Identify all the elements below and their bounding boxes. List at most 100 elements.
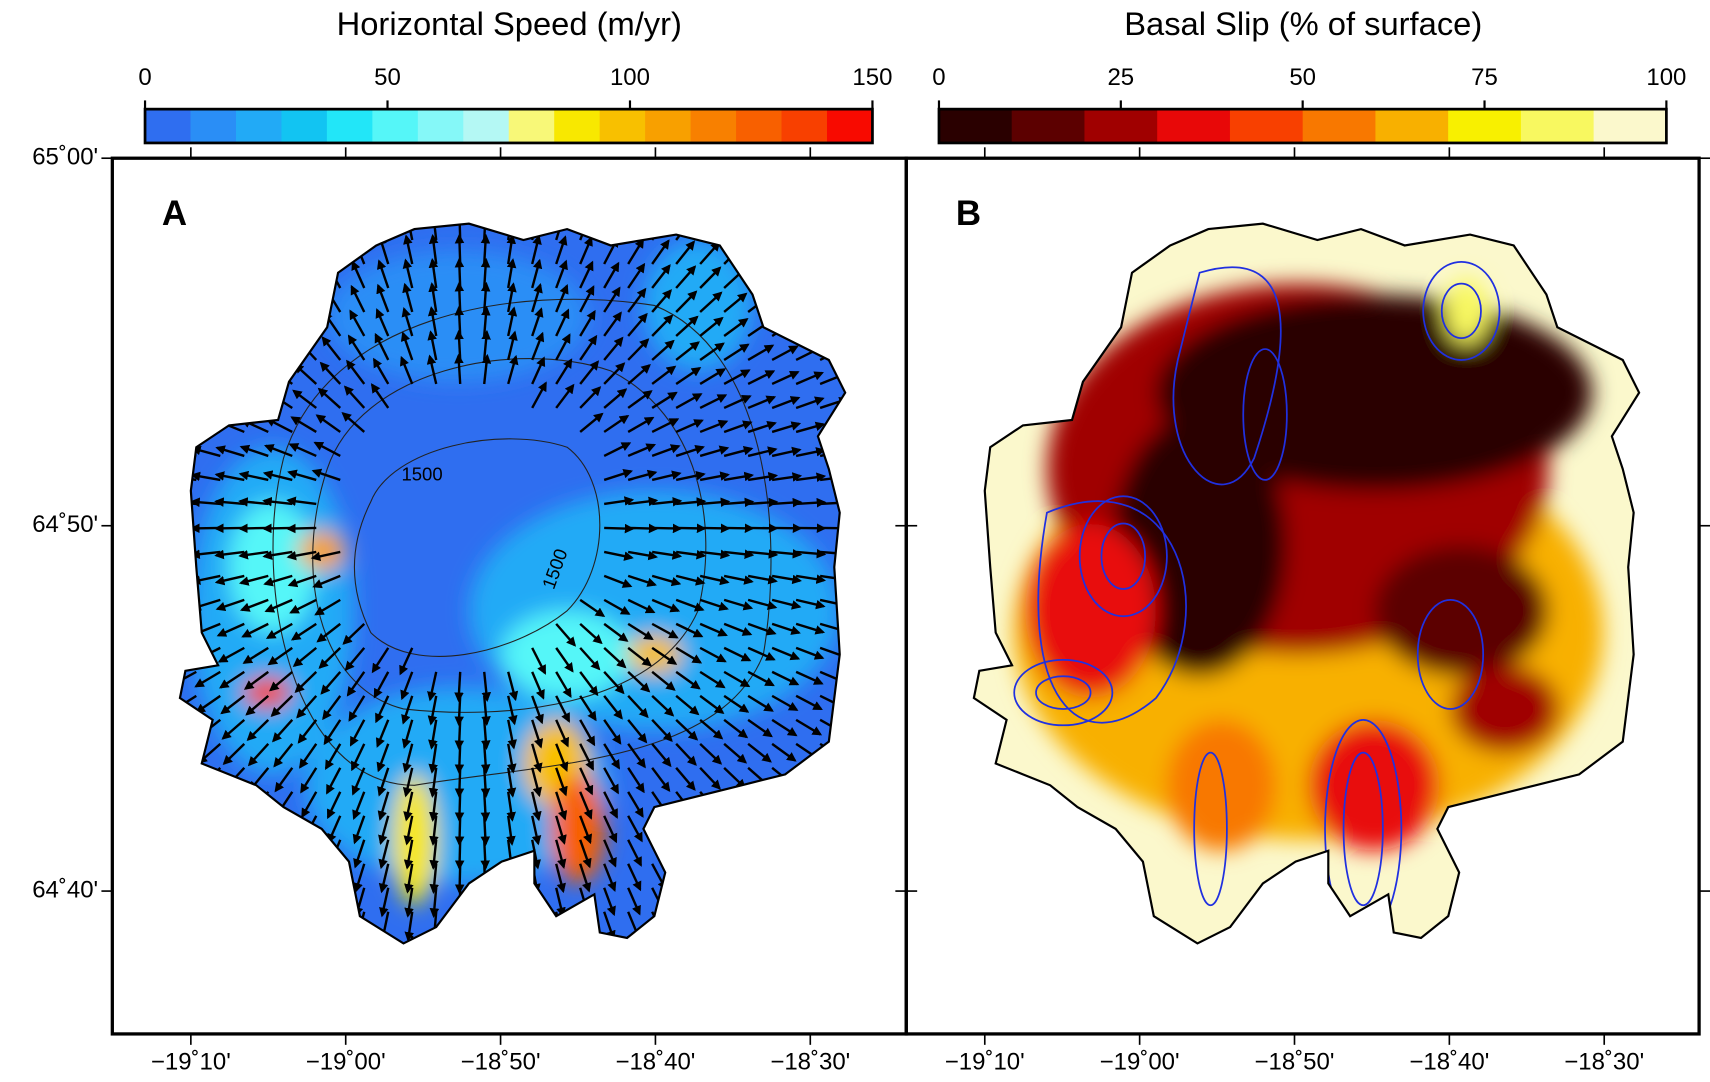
flow-arrow [378,815,390,846]
flow-arrow [329,911,342,941]
flow-arrow [699,368,727,385]
flow-arrow [400,355,414,385]
flow-arrow [747,935,766,944]
flow-arrow [795,574,827,584]
flow-arrow [627,887,641,916]
flow-arrow [315,414,341,433]
flow-arrow [555,259,568,289]
flow-arrow [699,670,726,689]
flow-arrow [675,622,704,638]
flow-arrow [219,670,245,689]
flow-arrow [505,887,516,918]
flow-arrow [480,791,491,823]
flow-arrow [699,598,729,611]
flow-arrow [747,646,776,661]
flow-arrow [310,550,341,562]
flow-arrow [723,598,754,611]
flow-arrow [819,246,845,265]
flow-arrow [454,815,465,847]
flow-arrow [747,790,770,813]
flow-arrow [480,839,490,871]
flow-arrow [651,935,665,944]
flow-arrow [747,471,779,482]
flow-arrow [320,671,342,695]
flow-arrow [627,839,642,867]
flow-arrow [376,743,390,773]
flow-arrow [747,395,777,410]
flow-arrow [555,719,569,748]
flow-arrow [263,444,293,458]
flow-arrow [507,743,517,774]
flow-arrow [651,391,678,409]
flow-arrow [723,911,741,938]
flow-arrow [628,523,659,534]
flow-arrow [771,370,800,386]
flow-arrow [555,839,567,869]
flow-arrow [254,911,270,939]
contour-label: 1500 [401,463,442,484]
flow-arrow [579,791,593,820]
flow-arrow [480,863,490,895]
flow-arrow [356,935,366,944]
flow-arrow [651,670,676,691]
flow-arrow [699,394,728,410]
flow-arrow [241,622,269,638]
flow-arrow [700,497,731,507]
flow-arrow [179,646,197,661]
flow-arrow [179,935,198,944]
flow-arrow [292,389,317,409]
flow-arrow [699,342,725,361]
flow-arrow [297,312,318,337]
flow-arrow [579,671,599,697]
flow-arrow [480,911,490,943]
flow-arrow [531,767,543,798]
flow-arrow [699,839,719,865]
flow-arrow [301,791,318,819]
flow-arrow [274,263,294,289]
flow-arrow [277,839,294,867]
flow-arrow [252,839,270,866]
flow-arrow [603,887,616,917]
flow-arrow [505,911,516,942]
flow-arrow [179,839,198,863]
flow-arrow [298,287,318,313]
flow-arrow [375,308,390,337]
flow-arrow [699,718,724,740]
flow-arrow [795,270,821,289]
flow-arrow [197,292,222,313]
flow-arrow [771,598,802,610]
flow-arrow [747,370,776,386]
flow-arrow [352,791,366,821]
flow-arrow [243,366,269,385]
flow-arrow [481,353,492,385]
colorbar-tick-label: 50 [374,64,401,91]
flow-arrow [748,497,779,508]
flow-arrow [531,935,538,944]
flow-arrow [192,394,221,410]
flow-arrow [772,549,803,559]
flow-arrow [319,361,342,385]
flow-arrow [327,815,342,844]
flow-arrow [795,622,826,635]
flow-arrow [278,863,294,891]
flow-arrow [603,598,631,615]
flow-arrow [723,395,752,410]
flow-arrow [191,445,221,458]
flow-arrow [531,791,542,822]
flow-arrow [795,223,819,241]
flow-arrow [400,671,414,701]
flow-arrow [316,622,341,643]
flow-arrow [723,863,743,889]
flow-arrow [627,262,646,289]
flow-arrow [294,671,318,693]
flow-arrow [270,339,294,361]
flow-arrow [675,367,702,385]
flow-arrow [628,496,659,507]
flow-arrow [292,646,318,667]
flow-arrow [771,694,799,711]
flow-arrow [747,622,777,636]
flow-arrow [795,371,824,386]
flow-arrow [603,743,621,770]
colorbar-segment [938,109,1013,143]
flow-arrow [699,935,716,944]
